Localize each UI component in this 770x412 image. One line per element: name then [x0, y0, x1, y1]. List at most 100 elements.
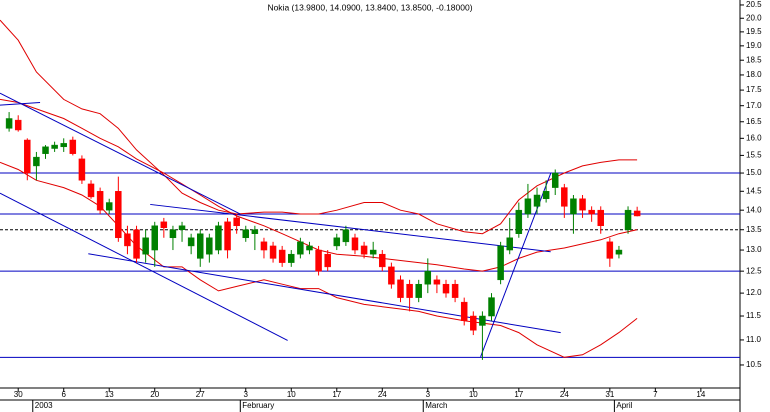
candle-body	[14, 119, 22, 131]
candle-body	[351, 237, 359, 251]
y-tick-label: 11.0	[746, 335, 762, 344]
candle-body	[615, 249, 623, 255]
candle-body	[406, 283, 413, 298]
y-tick-label: 20.0	[746, 13, 762, 22]
candle-body	[151, 225, 158, 251]
candle-body	[470, 315, 477, 331]
y-tick-label: 14.0	[746, 205, 762, 214]
candle-body	[215, 225, 222, 251]
candle-body	[60, 143, 67, 148]
x-tick-label: 3	[244, 390, 249, 399]
band-line	[0, 19, 638, 235]
candle-body	[542, 191, 550, 200]
x-tick-label: 7	[653, 390, 658, 399]
candle-body	[297, 241, 304, 255]
chart-title: Nokia (13.9800, 14.0900, 13.8400, 13.850…	[267, 2, 472, 12]
x-tick-label: 17	[332, 390, 341, 399]
x-tick-label: 10	[469, 390, 478, 399]
candle-body	[333, 237, 341, 247]
candle-body	[196, 233, 204, 259]
y-tick-label: 19.0	[746, 41, 762, 50]
y-tick-label: 11.5	[746, 311, 762, 320]
candle-body	[69, 139, 77, 154]
candle-body	[551, 172, 559, 188]
candle-body	[33, 156, 40, 167]
y-tick-label: 10.5	[746, 360, 762, 369]
y-tick-label: 15.0	[746, 168, 762, 177]
candle-body	[524, 198, 532, 215]
y-tick-label: 15.5	[746, 151, 762, 160]
period-label: April	[616, 401, 632, 410]
candle-body	[178, 225, 186, 230]
candle-body	[606, 241, 614, 259]
candle-body	[233, 217, 240, 227]
candle-body	[451, 283, 459, 298]
y-tick-label: 12.5	[746, 266, 762, 275]
candle-body	[579, 198, 586, 211]
candle-body	[105, 202, 113, 211]
candle-body	[624, 209, 632, 230]
candle-body	[633, 210, 641, 217]
candle-body	[570, 198, 577, 215]
candle-body	[24, 139, 31, 174]
candle-body	[78, 158, 86, 181]
candle-body	[442, 283, 450, 294]
x-tick-label: 10	[287, 390, 296, 399]
candle-body	[324, 253, 331, 268]
candle-body	[415, 283, 422, 298]
x-tick-label: 24	[560, 390, 569, 399]
candle-body	[242, 229, 250, 239]
candle-body	[288, 253, 295, 263]
candle-body	[133, 229, 140, 259]
y-tick-label: 16.0	[746, 133, 762, 142]
candle-body	[506, 237, 513, 251]
candle-body	[388, 266, 395, 285]
candle-body	[87, 183, 95, 198]
candle-body	[306, 245, 313, 251]
candle-body	[260, 241, 268, 251]
candle-body	[169, 229, 177, 239]
y-tick-label: 17.0	[746, 101, 762, 110]
x-tick-label: 24	[378, 390, 387, 399]
x-tick-label: 31	[605, 390, 614, 399]
candle-body	[342, 229, 350, 243]
x-tick-label: 3	[426, 390, 431, 399]
trendline	[150, 203, 551, 253]
y-tick-label: 14.5	[746, 186, 762, 195]
trendline	[0, 192, 288, 341]
x-tick-label: 20	[150, 390, 159, 399]
y-tick-label: 13.5	[746, 225, 762, 234]
candle-body	[187, 237, 195, 247]
trendline	[0, 92, 241, 215]
x-tick-label: 17	[514, 390, 523, 399]
x-tick-label: 13	[105, 390, 114, 399]
y-tick-label: 18.0	[746, 70, 762, 79]
y-tick-label: 18.5	[746, 55, 762, 64]
candle-body	[5, 118, 13, 129]
candle-body	[515, 209, 523, 234]
candle-body	[142, 237, 149, 255]
candle-body	[561, 187, 568, 207]
x-tick-label: 14	[696, 390, 705, 399]
x-tick-label: 27	[196, 390, 205, 399]
period-label: 2003	[35, 401, 53, 410]
candle-body	[360, 245, 368, 255]
candle-body	[115, 191, 122, 239]
candle-body	[424, 270, 432, 285]
candle-body	[315, 249, 322, 272]
candle-body	[533, 194, 541, 207]
y-tick-label: 16.5	[746, 117, 762, 126]
candle-body	[96, 191, 104, 211]
y-tick-label: 20.5	[746, 0, 762, 9]
y-tick-label: 19.5	[746, 27, 762, 36]
candle-body	[433, 279, 441, 285]
candle-body	[51, 144, 58, 149]
candle-body	[597, 209, 604, 227]
candle-body	[479, 315, 486, 326]
y-tick-label: 13.0	[746, 245, 762, 254]
x-tick-label: 6	[61, 390, 66, 399]
candle-body	[488, 297, 495, 317]
